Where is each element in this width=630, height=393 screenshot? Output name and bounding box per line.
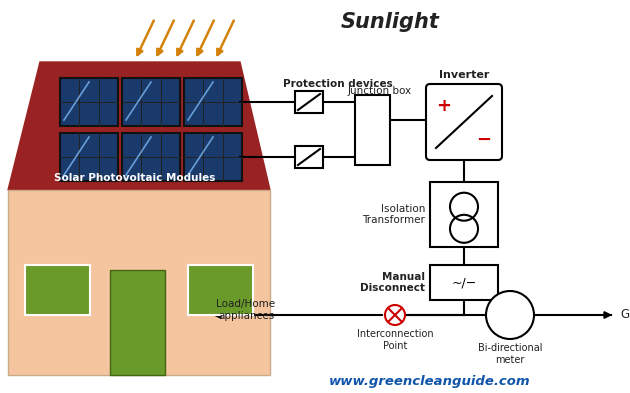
Text: Inverter: Inverter: [439, 70, 489, 80]
FancyBboxPatch shape: [426, 84, 502, 160]
Text: +: +: [437, 97, 452, 115]
Bar: [295, 91, 323, 113]
Text: www.greencleanguide.com: www.greencleanguide.com: [329, 375, 531, 389]
Text: Junction box: Junction box: [348, 86, 412, 96]
Bar: [8, 190, 270, 375]
Bar: [60, 78, 118, 126]
Bar: [122, 78, 180, 126]
Bar: [355, 95, 390, 165]
Text: Manual
Disconnect: Manual Disconnect: [360, 272, 425, 293]
Text: Solar Photovoltaic Modules: Solar Photovoltaic Modules: [54, 173, 215, 183]
Circle shape: [486, 291, 534, 339]
Text: Bi-directional
meter: Bi-directional meter: [478, 343, 542, 365]
Bar: [122, 133, 180, 181]
Bar: [430, 182, 498, 247]
Text: Sunlight: Sunlight: [341, 12, 440, 32]
Bar: [60, 133, 118, 181]
Bar: [295, 146, 323, 168]
Text: Protection devices: Protection devices: [283, 79, 392, 89]
Bar: [110, 270, 165, 375]
Bar: [188, 265, 253, 315]
Bar: [184, 78, 242, 126]
Text: Isolation
Transformer: Isolation Transformer: [362, 204, 425, 225]
Text: Load/Home
appliances: Load/Home appliances: [216, 299, 275, 321]
Bar: [8, 190, 270, 375]
Text: Interconnection
Point: Interconnection Point: [357, 329, 433, 351]
Bar: [430, 265, 498, 300]
Circle shape: [385, 305, 405, 325]
Bar: [25, 265, 90, 315]
Text: −: −: [476, 131, 491, 149]
Text: ~/−: ~/−: [451, 276, 477, 289]
Bar: [184, 133, 242, 181]
Polygon shape: [8, 62, 270, 190]
Text: Grid: Grid: [620, 309, 630, 321]
